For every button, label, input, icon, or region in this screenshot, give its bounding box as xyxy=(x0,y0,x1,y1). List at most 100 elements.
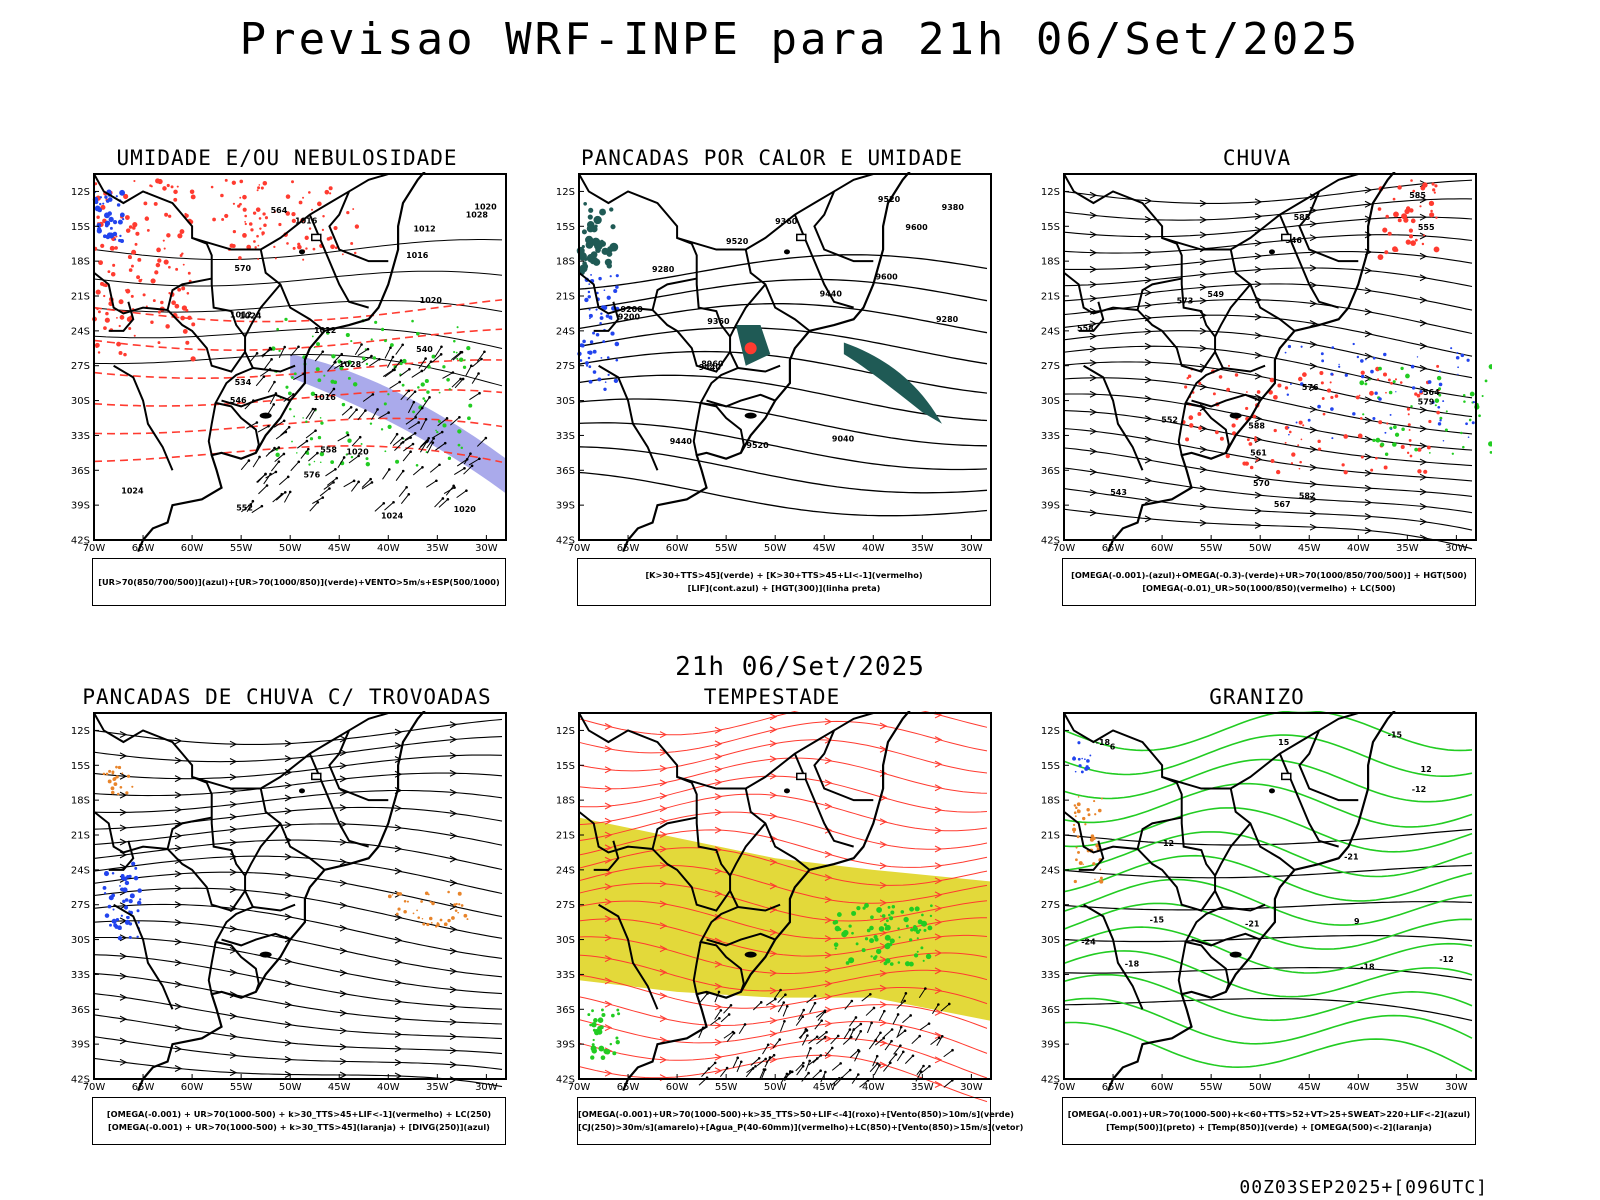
humidity-green-cell xyxy=(387,393,390,396)
streamline-arrow xyxy=(449,947,458,955)
contour-line xyxy=(1063,467,1473,514)
streamline-arrow xyxy=(604,766,613,774)
wind-vector xyxy=(801,1035,808,1046)
streamline-arrow xyxy=(119,1015,128,1023)
wind-vector xyxy=(842,1036,852,1045)
wind-green-west-cell xyxy=(591,1009,594,1013)
wind-vector xyxy=(841,1069,851,1078)
wind-vector xyxy=(872,1055,878,1067)
map-granizo: -12-12-15-15-18-18-18-21-21-246912151212… xyxy=(1041,711,1477,1093)
streamline-arrow xyxy=(339,804,348,812)
humidity-red-north-cell xyxy=(261,231,265,235)
state-border xyxy=(328,730,389,802)
lat-tick-label: 18S xyxy=(556,257,575,268)
humidity-green-cell xyxy=(313,460,316,463)
streamline-arrow xyxy=(879,1039,888,1047)
contour-line xyxy=(93,823,503,846)
streamline-arrow xyxy=(394,845,403,853)
wind-vector xyxy=(434,346,442,358)
state-border xyxy=(113,903,174,1010)
streamline-arrow xyxy=(284,853,293,861)
state-border xyxy=(221,932,291,947)
humidity-green-cell xyxy=(442,365,446,369)
lat-tick-label: 39S xyxy=(1041,1040,1060,1051)
humidity-green-cell xyxy=(293,372,297,376)
wind-green-cell xyxy=(848,924,852,928)
convective-west-cell xyxy=(609,242,619,252)
rain-green-cell xyxy=(1444,428,1448,432)
wind-vector xyxy=(868,1039,877,1050)
wind-vector-head xyxy=(398,380,401,384)
streamline-arrow xyxy=(824,1006,833,1014)
wind-vector-head xyxy=(268,346,272,350)
wind-vector xyxy=(407,401,415,414)
streamline-arrow xyxy=(659,945,668,953)
humidity-red-north-cell xyxy=(224,213,229,219)
wind-vector-head xyxy=(890,1039,893,1043)
wind-vector xyxy=(900,993,907,1004)
thunder-orange-cell xyxy=(391,894,394,896)
contour-line xyxy=(1063,997,1473,1045)
convective-area-ocean xyxy=(843,342,942,424)
legend-line: [CJ(250)>30m/s](amarelo)+[Agua_P(40-60mm… xyxy=(578,1122,1024,1132)
humidity-green-cell xyxy=(399,361,403,366)
humidity-green-cell xyxy=(317,435,322,440)
wind-vector xyxy=(357,348,369,356)
wind-vector-head xyxy=(376,408,379,411)
wind-vector-head xyxy=(391,355,395,359)
humidity-green-cell xyxy=(339,365,344,371)
divergence-blue-cell xyxy=(136,935,139,938)
rain-blue-cell xyxy=(1372,356,1376,360)
streamline-arrow xyxy=(449,925,458,933)
streamline-arrow xyxy=(284,1039,293,1047)
rain-green-cell xyxy=(1468,418,1472,422)
humidity-red-north-cell xyxy=(333,225,338,231)
lon-tick-label: 35W xyxy=(911,1082,934,1093)
wind-green-cell xyxy=(916,937,919,940)
wind-green-cell xyxy=(909,906,915,912)
rain-red-cell xyxy=(1417,447,1422,452)
wind-vector xyxy=(431,431,443,439)
rain-blue-cell xyxy=(1384,431,1387,434)
contour-line xyxy=(1063,831,1473,878)
rain-green-cell xyxy=(1488,364,1492,370)
streamline-arrow xyxy=(394,958,403,966)
streamline-arrow xyxy=(1089,191,1098,199)
streamline-arrow xyxy=(1364,200,1373,208)
omega-orange-cell xyxy=(1095,843,1100,848)
lon-tick-label: 40W xyxy=(1347,543,1370,554)
wind-vector-head xyxy=(255,352,259,355)
contour-line xyxy=(1063,251,1473,270)
rain-red-cell xyxy=(1297,444,1300,447)
streamline-arrow xyxy=(824,718,833,726)
humidity-green-cell xyxy=(383,402,387,406)
humidity-blue-cell xyxy=(109,226,113,230)
streamline-arrow xyxy=(604,1024,613,1032)
thunder-orange-cell xyxy=(420,900,423,903)
rain-blue-cell xyxy=(1360,374,1365,379)
streamline-arrow xyxy=(1254,313,1263,321)
wind-green-cell xyxy=(917,919,923,925)
wind-vector xyxy=(814,1020,823,1030)
contour-line xyxy=(578,711,988,736)
streamline-arrow xyxy=(934,784,943,792)
rain-blue-cell xyxy=(1416,356,1419,358)
humidity-red-cell xyxy=(114,246,118,250)
state-border xyxy=(651,816,697,850)
rain-red-cell xyxy=(1408,429,1411,431)
streamline-arrow xyxy=(879,1061,888,1069)
state-border xyxy=(813,730,874,802)
rain-green xyxy=(1359,364,1492,456)
wind-vector-head xyxy=(357,454,360,458)
rain-red-north-cell xyxy=(1428,200,1435,207)
streamline-arrow xyxy=(119,1058,128,1066)
lif-contours-cell xyxy=(586,364,589,367)
wind-vector xyxy=(943,1079,953,1088)
streamline-arrow xyxy=(174,1002,183,1010)
omega-orange-cell xyxy=(1076,809,1081,814)
streamline-arrow xyxy=(1144,435,1153,443)
humidity-red-north-cell xyxy=(242,207,247,212)
lat-tick-label: 21S xyxy=(1041,292,1060,303)
streamline-arrow xyxy=(934,949,943,957)
wind-vector-head xyxy=(370,481,374,484)
